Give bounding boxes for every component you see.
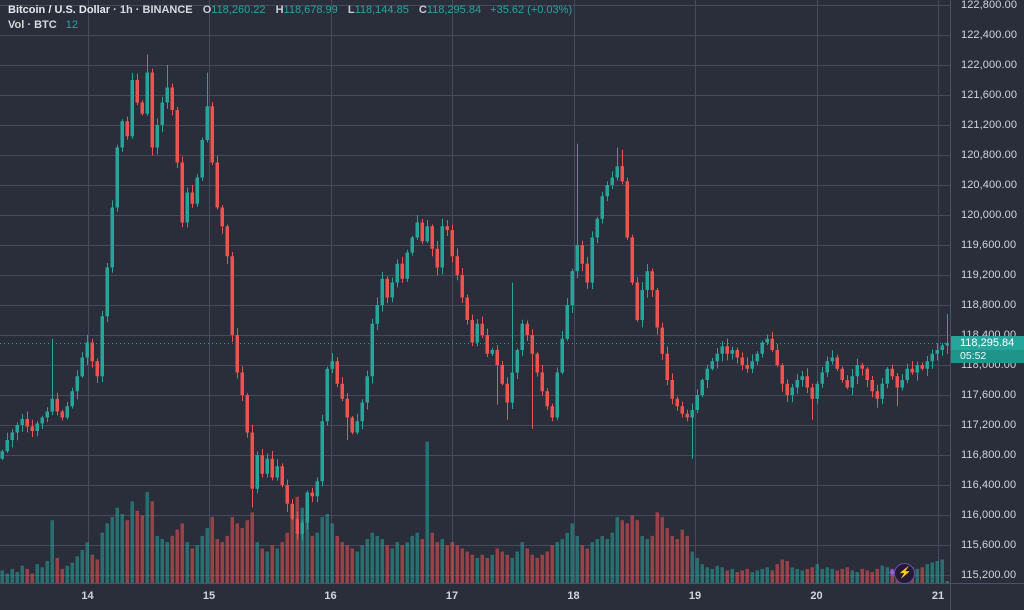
time-tick-label: 20: [810, 590, 823, 602]
current-price-value: 118,295.84: [951, 335, 1024, 350]
bar-countdown: 05:52: [951, 349, 1024, 363]
close-value: 118,295.84: [426, 4, 482, 16]
price-tick-label: 115,600.00: [961, 539, 1017, 551]
high-label: H: [275, 4, 284, 16]
open-label: O: [202, 4, 212, 16]
price-tick-label: 116,000.00: [961, 509, 1017, 521]
lightning-icon: ⚡: [894, 563, 916, 584]
price-tick-label: 122,800.00: [961, 0, 1018, 11]
low-value: 118,144.85: [354, 4, 409, 16]
price-tick-label: 116,400.00: [961, 479, 1017, 491]
interval-label[interactable]: 1h: [119, 4, 133, 16]
exchange-label: BINANCE: [142, 4, 193, 16]
time-axis[interactable]: 14 15 16 17 18 19 20 21: [0, 583, 950, 610]
chart-legend: Bitcoin / U.S. Dollar · 1h · BINANCE O11…: [8, 3, 572, 33]
volume-label: Vol · BTC: [8, 19, 57, 31]
time-tick-label: 18: [567, 590, 580, 602]
price-tick-label: 116,800.00: [961, 449, 1017, 461]
price-tick-label: 120,400.00: [961, 179, 1018, 191]
symbol-title[interactable]: Bitcoin / U.S. Dollar: [8, 4, 111, 16]
legend-symbol-row: Bitcoin / U.S. Dollar · 1h · BINANCE O11…: [8, 4, 573, 16]
price-tick-label: 119,200.00: [961, 269, 1017, 281]
price-tick-label: 117,600.00: [961, 389, 1017, 401]
open-value: 118,260.22: [211, 4, 266, 16]
time-tick-label: 14: [81, 590, 94, 602]
price-tick-label: 118,800.00: [961, 299, 1017, 311]
change-value: +35.62 (+0.03%): [490, 4, 573, 16]
close-label: C: [418, 4, 427, 16]
price-axis[interactable]: 118,295.84 05:52 122,800.00 122,400.00 122…: [950, 0, 1024, 583]
time-tick-label: 21: [931, 590, 945, 602]
price-tick-label: 120,800.00: [961, 149, 1018, 161]
time-tick-label: 19: [688, 590, 702, 602]
price-tick-label: 121,600.00: [961, 89, 1018, 101]
price-tick-label: 115,200.00: [961, 569, 1017, 581]
time-tick-label: 15: [202, 590, 216, 602]
price-chart-canvas[interactable]: [0, 0, 950, 583]
price-tick-label: 122,400.00: [961, 29, 1018, 41]
price-tick-label: 121,200.00: [961, 119, 1018, 131]
axis-corner: [950, 583, 1024, 610]
time-tick-label: 17: [445, 590, 459, 602]
legend-volume-row: Vol · BTC 12: [8, 18, 572, 33]
price-tick-label: 120,000.00: [961, 209, 1018, 221]
volume-value: 12: [65, 19, 78, 31]
boost-button[interactable]: ✦ ⚡: [888, 563, 916, 584]
price-tick-label: 119,600.00: [961, 239, 1017, 251]
current-price-label: 118,295.84 05:52: [951, 335, 1024, 363]
price-tick-label: 122,000.00: [961, 59, 1018, 71]
price-tick-label: 117,200.00: [961, 419, 1017, 431]
sparkle-icon: ✦: [888, 568, 897, 579]
high-value: 118,678.99: [283, 4, 338, 16]
low-label: L: [347, 4, 355, 16]
time-tick-label: 16: [324, 590, 337, 602]
